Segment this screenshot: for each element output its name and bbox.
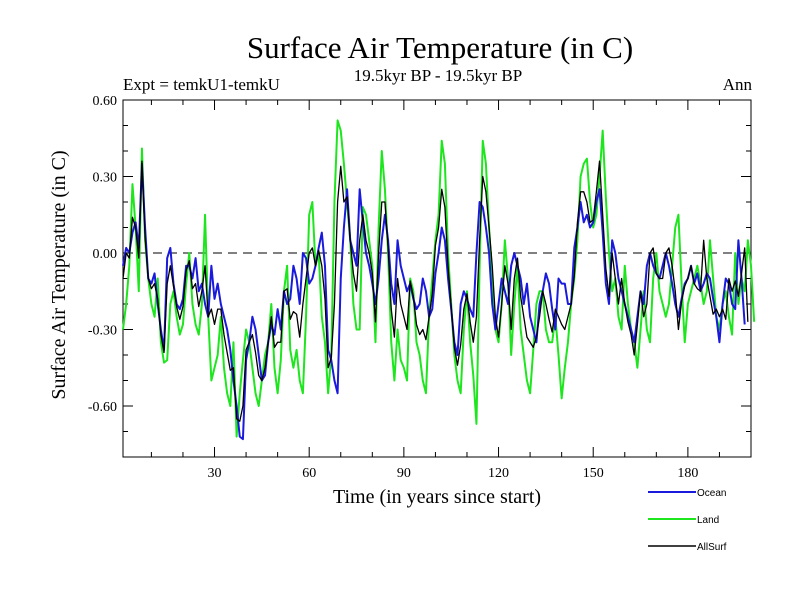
y-tick-label: -0.60 (88, 400, 117, 415)
series-group (122, 119, 756, 441)
x-tick-label: 90 (397, 466, 411, 481)
series-line-land (122, 119, 756, 438)
x-tick-label: 180 (677, 466, 698, 481)
series-line-allsurf (122, 160, 749, 422)
x-axis-label: Time (in years since start) (333, 486, 541, 508)
legend-ocean-label: Ocean (697, 488, 726, 499)
legend-land-label: Land (697, 515, 719, 526)
season-label: Ann (723, 75, 753, 94)
y-tick-label: 0.00 (93, 247, 118, 262)
experiment-label: Expt = temkU1-temkU (123, 75, 280, 94)
legend: Ocean Land AllSurf (648, 488, 727, 553)
y-tick-label: 0.30 (93, 171, 118, 186)
x-tick-label: 120 (488, 466, 509, 481)
y-tick-label: -0.30 (88, 324, 117, 339)
chart-title: Surface Air Temperature (in C) (247, 30, 633, 65)
plot-frame (122, 99, 752, 458)
y-axis-label: Surface Air Temperature (in C) (48, 150, 70, 399)
y-tick-label: 0.60 (93, 94, 118, 109)
period-label: 19.5kyr BP - 19.5kyr BP (354, 66, 522, 85)
axis-tick-labels: 30 60 90 120 150 180 0.60 0.30 0.00 -0.30 -0.60 (88, 94, 699, 481)
x-tick-label: 30 (208, 466, 222, 481)
legend-allsurf-label: AllSurf (697, 542, 727, 553)
axis-ticks (123, 99, 751, 457)
x-tick-label: 150 (583, 466, 604, 481)
x-tick-label: 60 (302, 466, 316, 481)
